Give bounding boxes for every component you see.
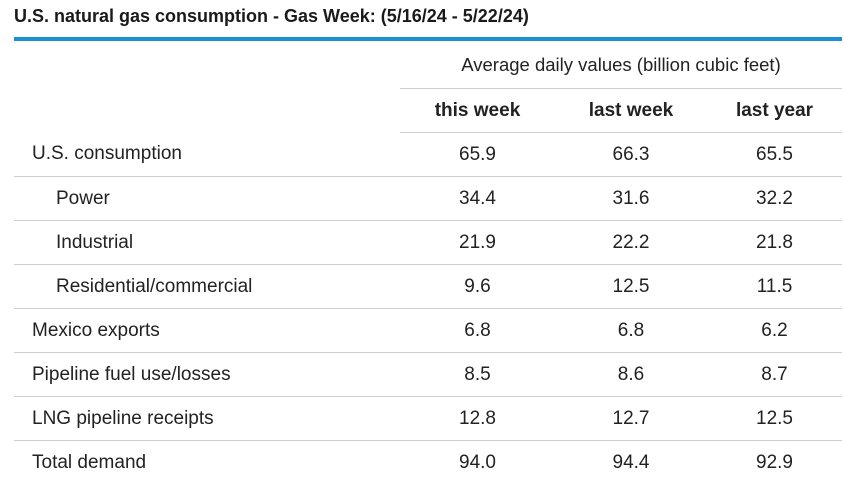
cell-last-week: 12.5 [555, 265, 707, 309]
header-spacer [14, 89, 400, 133]
cell-this-week: 12.8 [400, 397, 555, 441]
cell-last-year: 32.2 [707, 177, 842, 221]
cell-last-year: 65.5 [707, 133, 842, 177]
cell-last-week: 8.6 [555, 353, 707, 397]
cell-last-week: 66.3 [555, 133, 707, 177]
row-label: U.S. consumption [14, 133, 400, 177]
row-label: Industrial [14, 221, 400, 265]
column-header-last-year: last year [707, 89, 842, 133]
row-label: Residential/commercial [14, 265, 400, 309]
header-spacer [14, 41, 400, 89]
cell-last-year: 11.5 [707, 265, 842, 309]
group-header: Average daily values (billion cubic feet… [400, 41, 842, 89]
cell-last-week: 6.8 [555, 309, 707, 353]
cell-this-week: 65.9 [400, 133, 555, 177]
cell-last-week: 12.7 [555, 397, 707, 441]
cell-last-year: 92.9 [707, 441, 842, 484]
page-title: U.S. natural gas consumption - Gas Week:… [14, 6, 529, 27]
cell-last-year: 8.7 [707, 353, 842, 397]
row-label: Power [14, 177, 400, 221]
consumption-table-container: Average daily values (billion cubic feet… [14, 41, 842, 484]
row-label: LNG pipeline receipts [14, 397, 400, 441]
cell-this-week: 8.5 [400, 353, 555, 397]
cell-last-year: 6.2 [707, 309, 842, 353]
column-header-this-week: this week [400, 89, 555, 133]
cell-last-week: 31.6 [555, 177, 707, 221]
group-header-row: Average daily values (billion cubic feet… [14, 41, 842, 89]
cell-last-week: 22.2 [555, 221, 707, 265]
cell-this-week: 94.0 [400, 441, 555, 484]
column-header-last-week: last week [555, 89, 707, 133]
row-label: Mexico exports [14, 309, 400, 353]
cell-last-year: 21.8 [707, 221, 842, 265]
row-label: Total demand [14, 441, 400, 484]
cell-this-week: 21.9 [400, 221, 555, 265]
column-header-row: this week last week last year [14, 89, 842, 133]
cell-this-week: 34.4 [400, 177, 555, 221]
cell-this-week: 9.6 [400, 265, 555, 309]
consumption-table: Average daily values (billion cubic feet… [14, 41, 842, 484]
cell-last-week: 94.4 [555, 441, 707, 484]
cell-this-week: 6.8 [400, 309, 555, 353]
cell-last-year: 12.5 [707, 397, 842, 441]
row-label: Pipeline fuel use/losses [14, 353, 400, 397]
